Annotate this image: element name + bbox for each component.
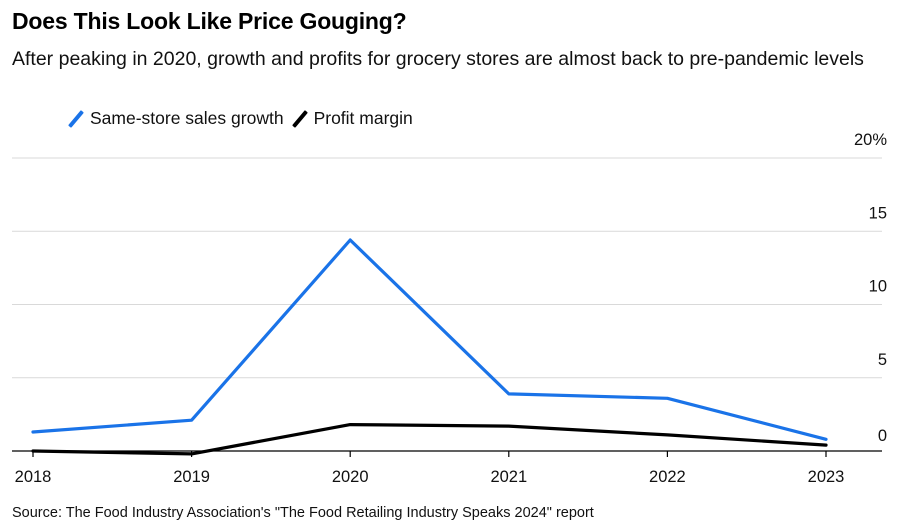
x-tick-label: 2019 [173, 468, 210, 486]
line-chart: 0 5 10 15 20% 2018 2019 2020 2021 2022 2023 [12, 131, 887, 486]
x-tick-label: 2023 [808, 468, 845, 486]
x-tick-label: 2021 [490, 468, 527, 486]
x-tick-label: 2022 [649, 468, 686, 486]
y-tick-label: 20% [854, 131, 887, 149]
legend-label-profit-margin: Profit margin [313, 108, 413, 128]
source-note: Source: The Food Industry Association's … [12, 505, 594, 521]
legend-label-sales-growth: Same-store sales growth [90, 108, 284, 128]
chart-subtitle: After peaking in 2020, growth and profit… [12, 48, 864, 70]
series-line-profit-margin [31, 423, 828, 456]
y-tick-label: 5 [878, 351, 887, 369]
y-tick-label: 10 [869, 278, 887, 296]
legend: Same-store sales growth Profit margin [68, 108, 427, 129]
y-tick-label: 15 [869, 204, 887, 222]
legend-item-sales-growth: Same-store sales growth [68, 108, 284, 129]
x-tick-label: 2018 [15, 468, 52, 486]
series-line-sales-growth [31, 238, 828, 441]
x-tick-label: 2020 [332, 468, 369, 486]
legend-item-profit-margin: Profit margin [291, 108, 413, 129]
chart-title: Does This Look Like Price Gouging? [12, 8, 407, 34]
y-tick-label: 0 [878, 427, 887, 445]
